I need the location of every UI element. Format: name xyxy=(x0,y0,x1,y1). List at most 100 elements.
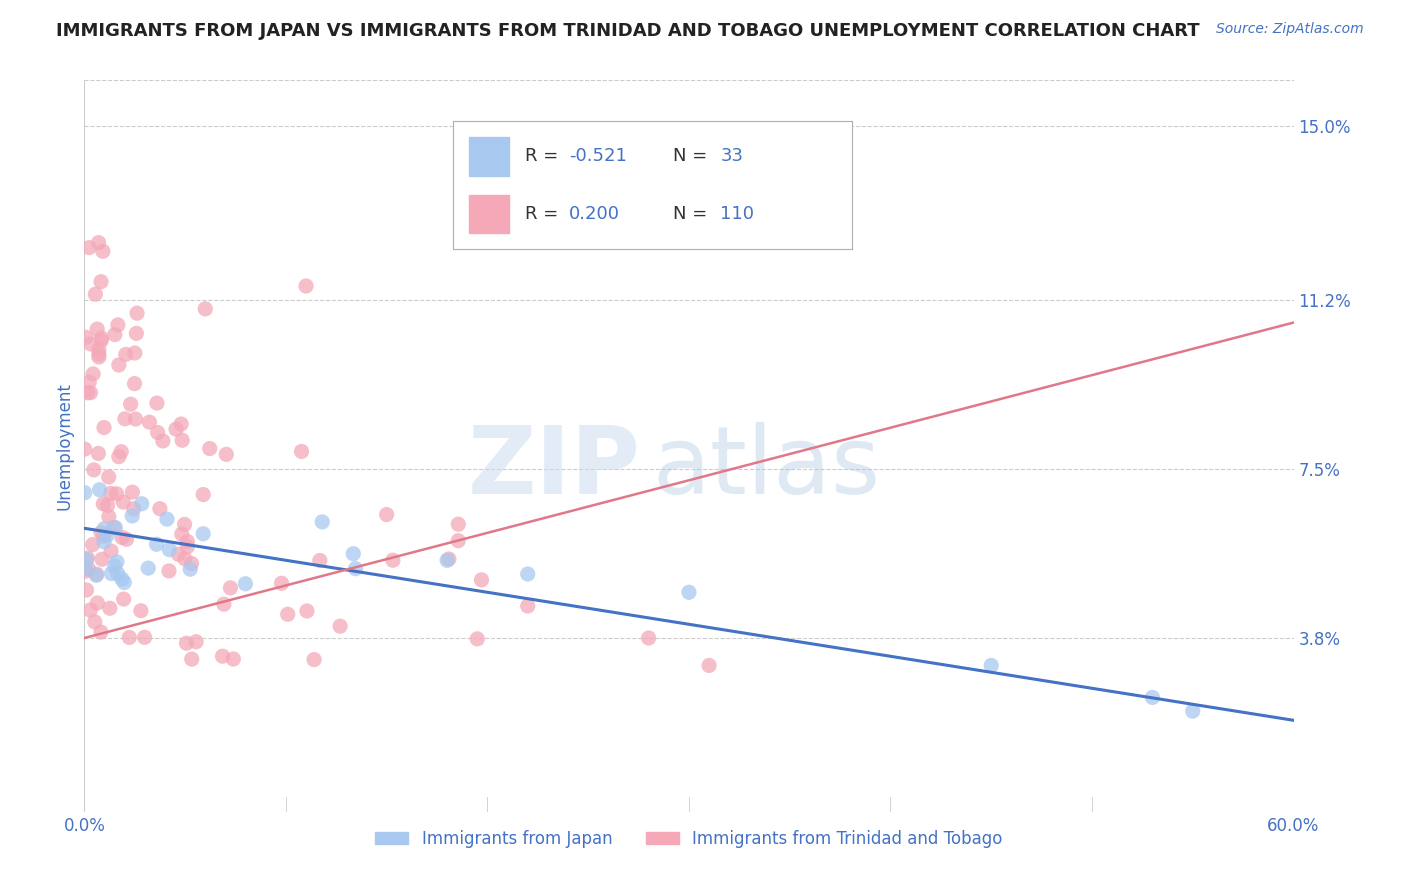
Point xyxy=(100,486,122,500)
Point xyxy=(87,446,110,460)
Point xyxy=(146,396,169,410)
Point xyxy=(73,442,96,456)
Point xyxy=(82,367,104,381)
Point xyxy=(447,517,470,532)
Text: Source: ZipAtlas.com: Source: ZipAtlas.com xyxy=(1216,22,1364,37)
Point xyxy=(108,358,131,372)
Point xyxy=(375,508,398,522)
Point xyxy=(176,636,198,650)
Point xyxy=(697,658,720,673)
Point xyxy=(76,385,98,400)
Point xyxy=(115,533,138,547)
Point xyxy=(302,652,325,666)
Point xyxy=(100,566,122,581)
Point xyxy=(77,562,100,576)
Point xyxy=(149,501,172,516)
Point xyxy=(176,534,198,549)
Point xyxy=(125,326,148,341)
Point xyxy=(193,487,215,501)
Point xyxy=(344,562,367,576)
Point xyxy=(86,596,108,610)
Point xyxy=(198,442,221,456)
Point xyxy=(222,652,245,666)
Point xyxy=(93,420,115,434)
Point xyxy=(103,559,125,574)
Point xyxy=(105,555,128,569)
Point xyxy=(87,343,110,357)
Point xyxy=(90,275,112,289)
Point xyxy=(90,334,112,348)
Point xyxy=(136,561,159,575)
Point xyxy=(180,557,202,571)
Point xyxy=(308,553,330,567)
Point xyxy=(73,485,96,500)
Point xyxy=(75,564,97,578)
Point xyxy=(465,632,488,646)
Point xyxy=(176,540,198,554)
Point xyxy=(311,515,333,529)
Point xyxy=(90,625,112,640)
Point xyxy=(75,562,97,576)
Point xyxy=(90,331,112,345)
Point xyxy=(152,434,174,448)
Point xyxy=(173,551,195,566)
Point xyxy=(270,576,292,591)
Point xyxy=(179,562,201,576)
Point xyxy=(342,547,364,561)
Point xyxy=(103,520,125,534)
Point xyxy=(193,526,215,541)
Point xyxy=(165,422,187,436)
Point xyxy=(120,397,142,411)
Point xyxy=(112,575,135,590)
Point xyxy=(93,529,115,543)
Point xyxy=(97,509,120,524)
Point xyxy=(86,322,108,336)
Point xyxy=(290,444,312,458)
Point xyxy=(83,615,105,629)
Point xyxy=(295,604,318,618)
Point xyxy=(105,487,128,501)
Point xyxy=(104,327,127,342)
Point xyxy=(157,564,180,578)
Point xyxy=(637,631,659,645)
Point xyxy=(1142,690,1164,705)
Point xyxy=(91,497,114,511)
Point xyxy=(212,597,235,611)
Point xyxy=(156,512,179,526)
Point xyxy=(381,553,404,567)
Point xyxy=(118,631,141,645)
Point xyxy=(79,337,101,351)
Point xyxy=(111,572,134,586)
Point xyxy=(122,501,145,516)
Point xyxy=(76,551,98,566)
Point xyxy=(121,485,143,500)
Point xyxy=(108,450,131,464)
Point xyxy=(86,567,108,582)
Point xyxy=(84,287,107,301)
Point xyxy=(516,599,538,613)
Point xyxy=(167,547,190,561)
Point xyxy=(184,634,207,648)
Point xyxy=(98,601,121,615)
Point xyxy=(157,542,180,557)
Point xyxy=(100,544,122,558)
Point xyxy=(87,350,110,364)
Point xyxy=(111,531,134,545)
Point xyxy=(172,434,194,448)
Point xyxy=(470,573,492,587)
Point xyxy=(86,568,108,582)
Point xyxy=(87,235,110,250)
Point xyxy=(76,582,98,597)
Point xyxy=(124,346,146,360)
Point xyxy=(170,527,193,541)
Point xyxy=(180,652,202,666)
Point xyxy=(89,483,111,497)
Point xyxy=(436,553,458,567)
Point xyxy=(516,567,538,582)
Y-axis label: Unemployment: Unemployment xyxy=(55,382,73,510)
Point xyxy=(173,517,195,532)
Point xyxy=(93,534,115,549)
Point xyxy=(678,585,700,599)
Point xyxy=(110,444,132,458)
Point xyxy=(93,522,115,536)
